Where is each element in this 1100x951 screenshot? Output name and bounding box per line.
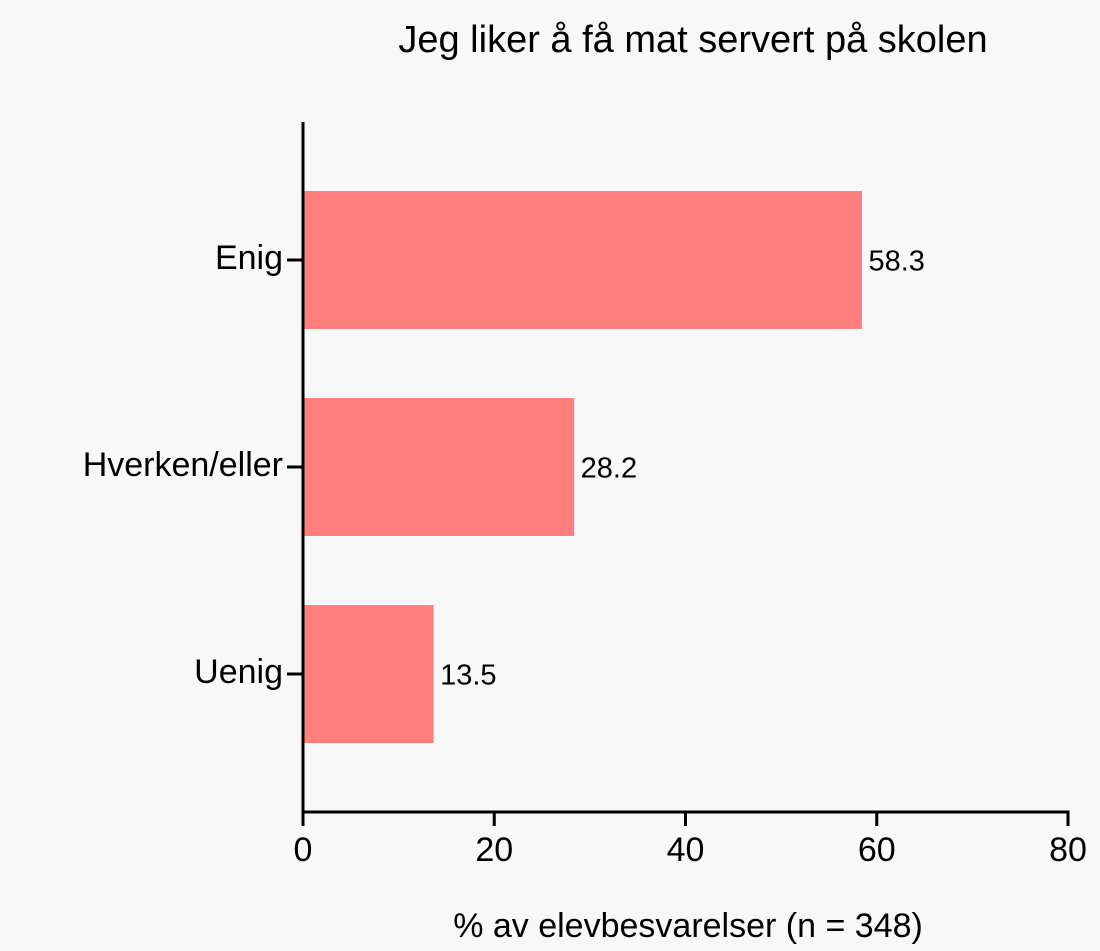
chart-title: Jeg liker å få mat servert på skolen bbox=[398, 19, 987, 61]
data-label: 58.3 bbox=[868, 246, 924, 278]
x-tick-label: 40 bbox=[667, 831, 705, 869]
y-tick-label: Enig bbox=[215, 239, 283, 277]
data-label: 13.5 bbox=[440, 660, 496, 692]
x-tick-label: 20 bbox=[475, 831, 513, 869]
x-tick-label: 80 bbox=[1049, 831, 1087, 869]
x-tick-label: 60 bbox=[858, 831, 896, 869]
x-tick-label: 0 bbox=[294, 831, 313, 869]
bar bbox=[304, 398, 575, 536]
y-tick-label: Hverken/eller bbox=[83, 446, 283, 484]
bar bbox=[304, 605, 434, 743]
y-tick-label: Uenig bbox=[194, 653, 283, 691]
x-axis-label: % av elevbesvarelser (n = 348) bbox=[453, 907, 923, 945]
bar bbox=[304, 191, 862, 329]
data-label: 28.2 bbox=[581, 453, 637, 485]
